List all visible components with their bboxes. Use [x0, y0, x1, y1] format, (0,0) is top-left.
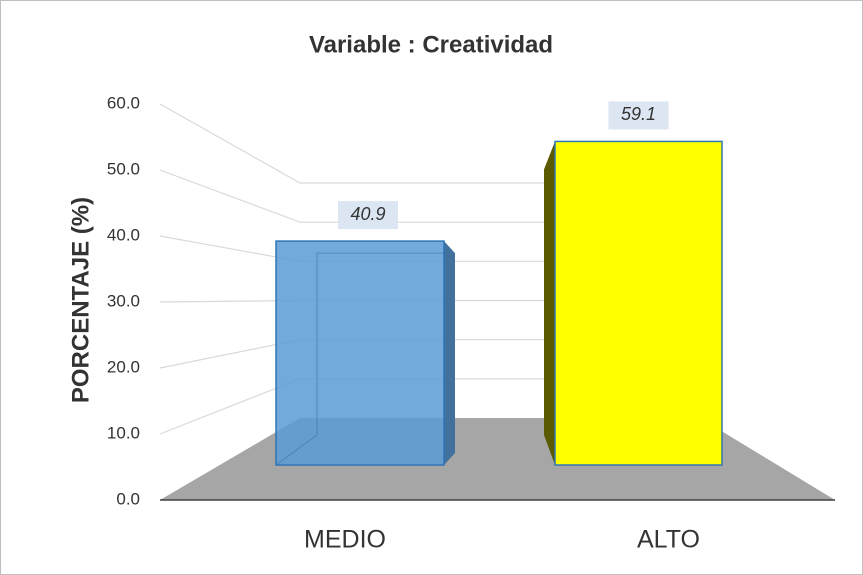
data-label: 59.1	[621, 104, 656, 124]
data-label: 40.9	[350, 204, 385, 224]
y-tick-label: 60.0	[107, 93, 140, 112]
y-tick-label: 10.0	[107, 423, 140, 442]
data-label-box	[608, 101, 669, 130]
y-axis-label: PORCENTAJE (%)	[67, 197, 94, 403]
x-tick-label: MEDIO	[304, 526, 386, 554]
bar-side	[444, 241, 455, 465]
bar-edge	[275, 252, 444, 466]
x-tick-label: ALTO	[637, 526, 700, 554]
bar	[554, 140, 723, 466]
y-tick-label: 20.0	[107, 357, 140, 376]
y-tick-label: 40.0	[107, 225, 140, 244]
y-tick-label: 50.0	[107, 159, 140, 178]
data-label-box	[338, 201, 398, 230]
chart-title: Variable : Creatividad	[309, 31, 553, 58]
y-tick-label: 30.0	[107, 291, 140, 310]
y-tick-label: 0.0	[116, 489, 140, 508]
bar-side	[544, 141, 555, 466]
bar	[275, 240, 445, 466]
